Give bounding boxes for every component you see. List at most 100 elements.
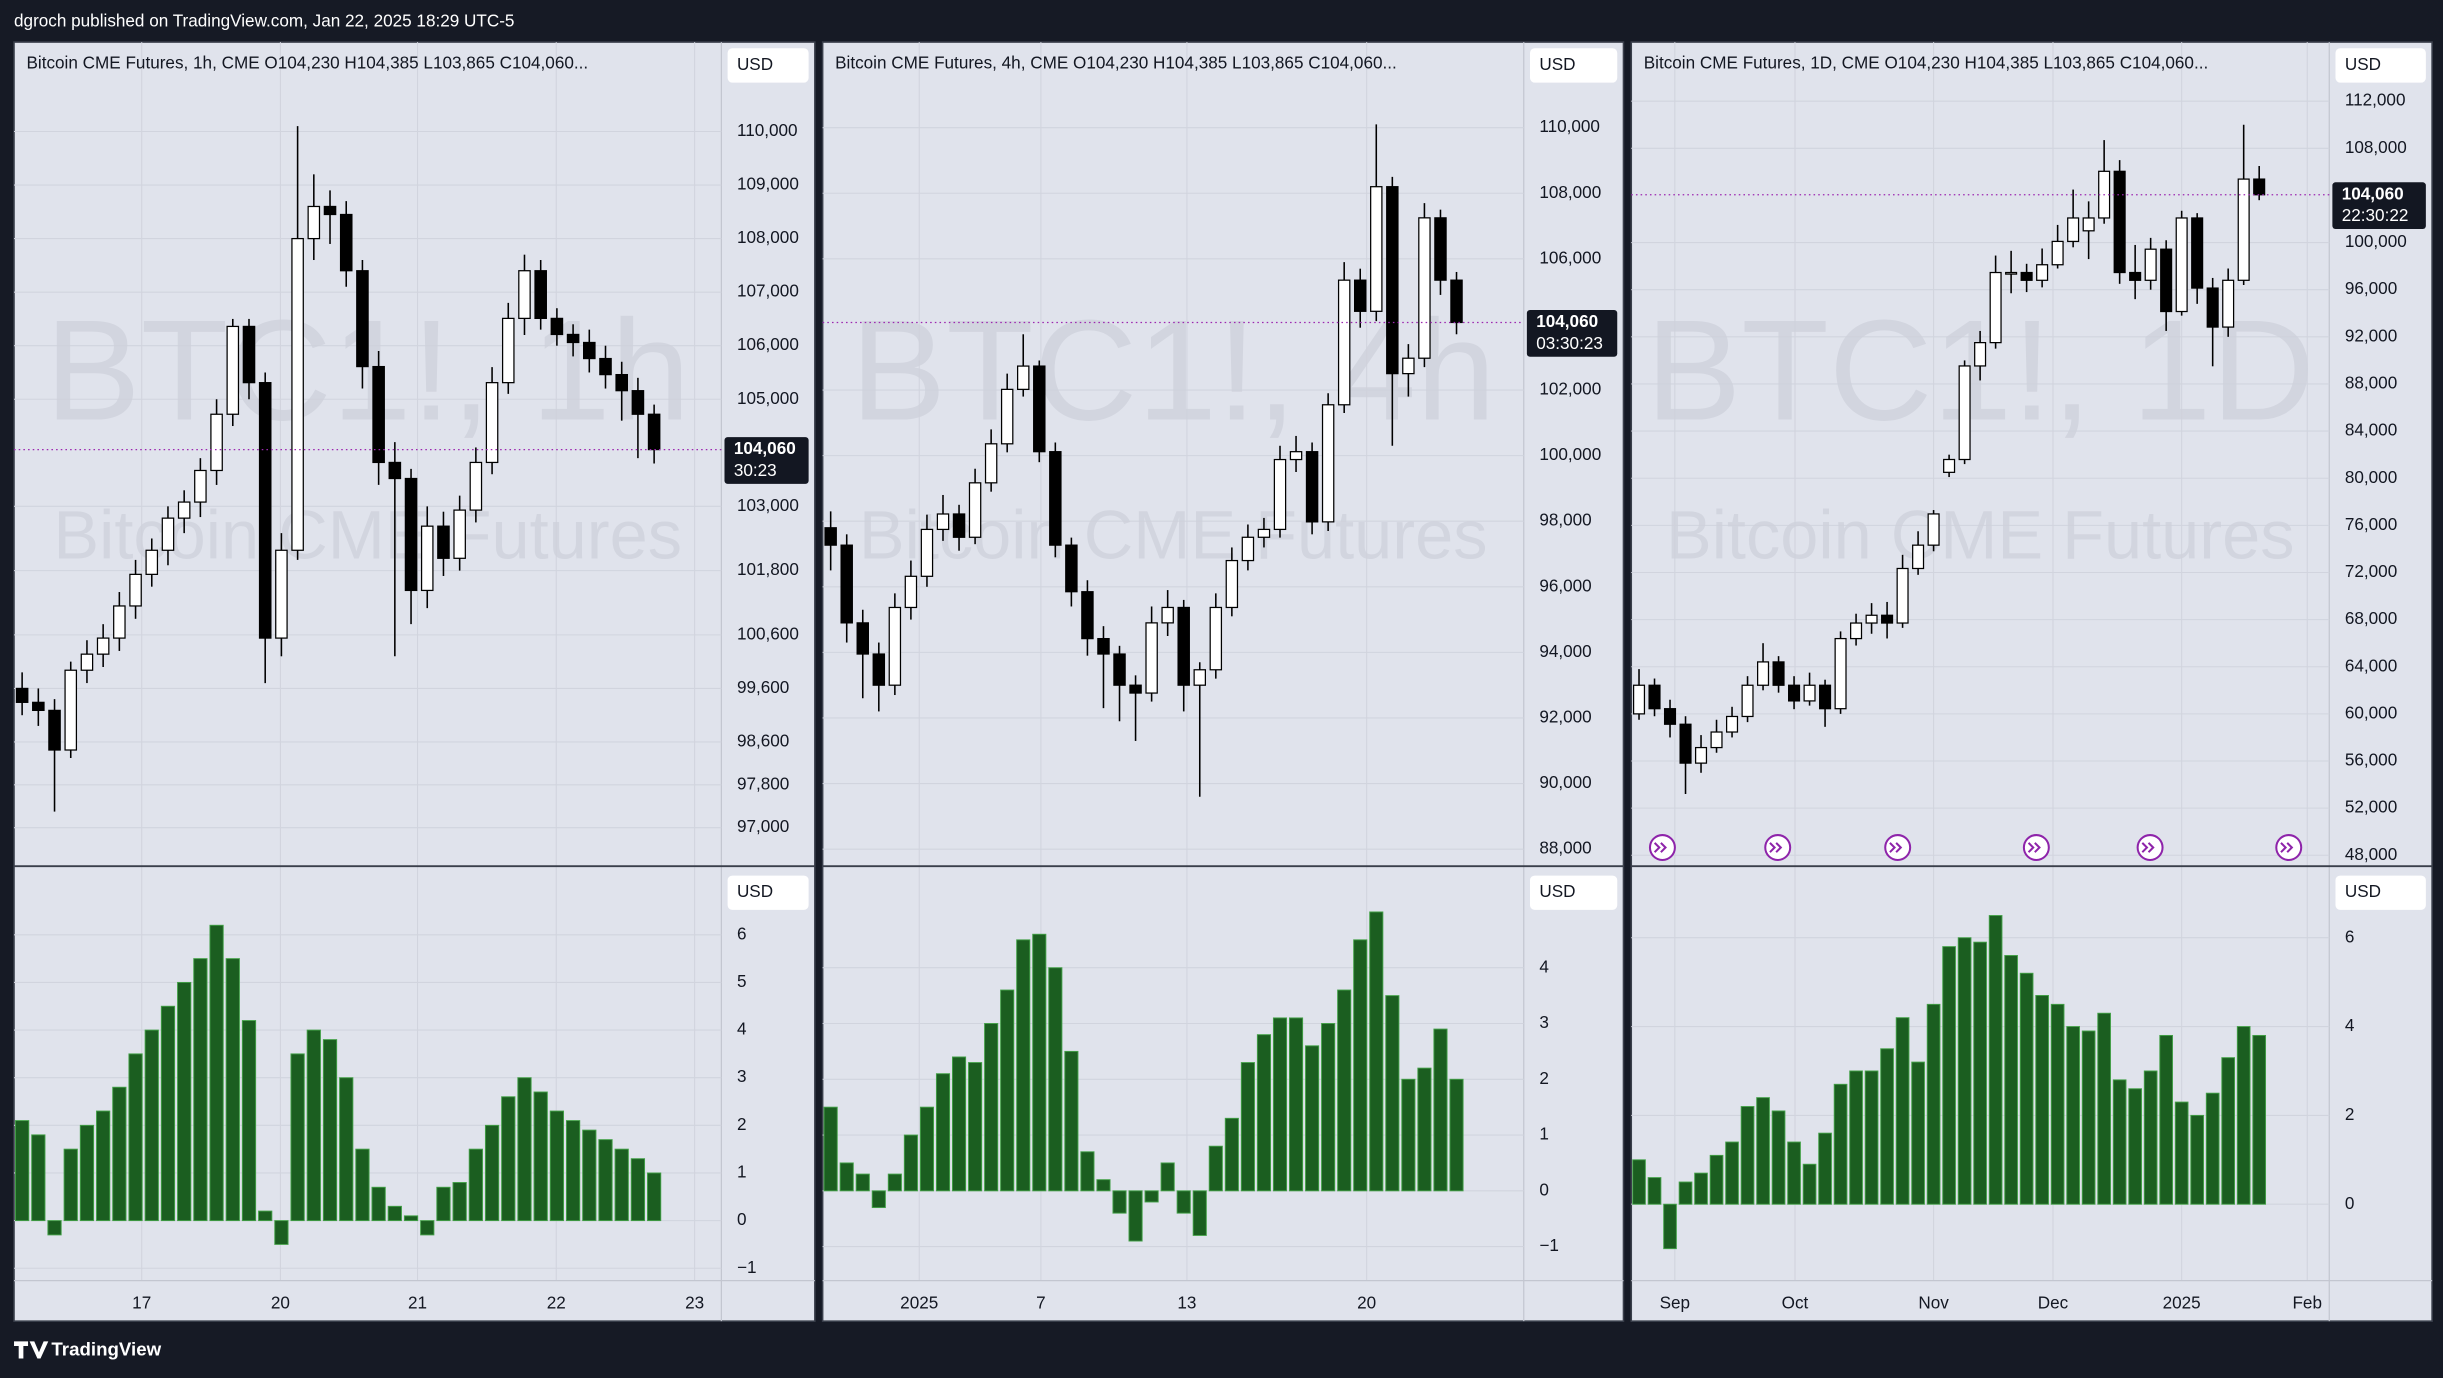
candle-body [339,213,353,272]
histogram-bar [1032,933,1047,1192]
histogram-bar [420,1220,435,1236]
histogram-bar [1818,1132,1832,1205]
histogram-bar [1240,1062,1255,1192]
candle-body [1943,458,1956,473]
candle-body [1896,567,1909,624]
candle-body [323,205,337,216]
candle-body [936,513,950,531]
candle-body [291,237,304,551]
chart-title: Bitcoin CME Futures, 4h, CME O104,230 H1… [835,52,1397,72]
y-tick-label: 97,800 [737,773,789,793]
candle-body [534,270,547,320]
histogram-bar [871,1190,886,1209]
histogram-bar [1709,1154,1724,1205]
histogram-bar [1096,1179,1111,1192]
currency-box [1529,48,1618,83]
histogram-bar [1256,1034,1271,1192]
histogram-bar [177,981,192,1222]
histogram-bar [2112,1079,2127,1205]
histogram-bar [1337,989,1352,1192]
y-tick-label: 72,000 [2345,561,2397,581]
histogram-bar [2190,1114,2204,1205]
y-tick-label: 101,800 [737,559,799,579]
candle-body [1225,559,1239,609]
candle-body [1756,661,1770,686]
candle-body [420,525,434,592]
candle-body [161,517,175,551]
histogram-bar [96,1110,111,1222]
candle-body [2082,217,2095,232]
candle-body [226,325,240,415]
histogram-bar [1353,939,1368,1192]
histogram-bar [1433,1028,1448,1192]
histogram-bar [63,1148,78,1222]
histogram-bar [823,1106,838,1192]
currency-label: USD [1539,54,1575,74]
candle-body [1927,513,1940,546]
candle-body [372,365,385,464]
histogram-bar [2252,1034,2267,1205]
histogram-bar [1725,1141,1739,1205]
watermark-subtitle: Bitcoin CME Futures [53,497,682,574]
histogram-bar [452,1182,467,1222]
candle-body [1370,186,1383,312]
candle-body [1321,404,1335,523]
y-tick-label: 106,000 [737,334,799,354]
candle-body [2067,217,2080,243]
candle-body [32,701,45,712]
candle-body [920,528,934,577]
histogram-bar [1740,1106,1755,1205]
candle-body [1974,342,1987,367]
candle-body [856,622,870,655]
histogram-bar [533,1091,548,1222]
histogram-bar [1369,911,1384,1192]
y-tick-label: 92,000 [2345,325,2397,345]
x-tick-label: 2025 [2163,1293,2201,1313]
histogram-bar [598,1139,613,1222]
candle-body [2175,217,2188,313]
last-price-box [1526,310,1618,357]
candle-body [1819,684,1832,710]
y-tick-label: 0 [737,1209,747,1229]
candle-body [2036,264,2049,281]
histogram-bar [887,1173,902,1192]
y-tick-label: −1 [1539,1235,1559,1255]
y-tick-label: 106,000 [1539,247,1601,267]
histogram-bar [403,1215,419,1222]
histogram-bar [209,924,224,1222]
currency-label: USD [737,54,773,74]
last-price-label: 104,060 [734,438,796,458]
histogram-bar [1176,1190,1191,1214]
histogram-bar [2066,1026,2080,1205]
countdown: 22:30:22 [2342,205,2409,225]
x-tick-label: Sep [1660,1293,1690,1313]
x-tick-label: 22 [547,1293,566,1313]
candle-body [1177,606,1190,686]
histogram-bar [1678,1181,1693,1205]
y-tick-label: 80,000 [2345,467,2397,487]
watermark: BTC1!, 4h [851,291,1496,451]
y-tick-label: 6 [737,923,747,943]
histogram-bar [647,1172,662,1222]
histogram-bar [1401,1078,1416,1192]
candle-body [1257,528,1271,538]
candle-body [1850,622,1863,640]
candle-body [1989,271,2002,344]
histogram-bar [839,1162,854,1192]
candle-body [1081,591,1094,640]
candle-body [64,669,78,751]
histogram-bar [128,1053,143,1222]
x-tick-label: 23 [685,1293,704,1313]
y-tick-label: 52,000 [2345,797,2397,817]
histogram-bar [2128,1088,2142,1205]
histogram-bar [1942,946,1956,1205]
candle-body [1679,723,1692,764]
histogram-bar [1756,1097,1770,1205]
histogram-bar [2236,1026,2251,1205]
y-tick-label: 90,000 [1539,772,1591,792]
histogram-bar [1449,1078,1464,1192]
histogram-bar [436,1186,451,1222]
y-tick-label: 4 [2345,1015,2355,1035]
histogram-bar [371,1186,386,1222]
